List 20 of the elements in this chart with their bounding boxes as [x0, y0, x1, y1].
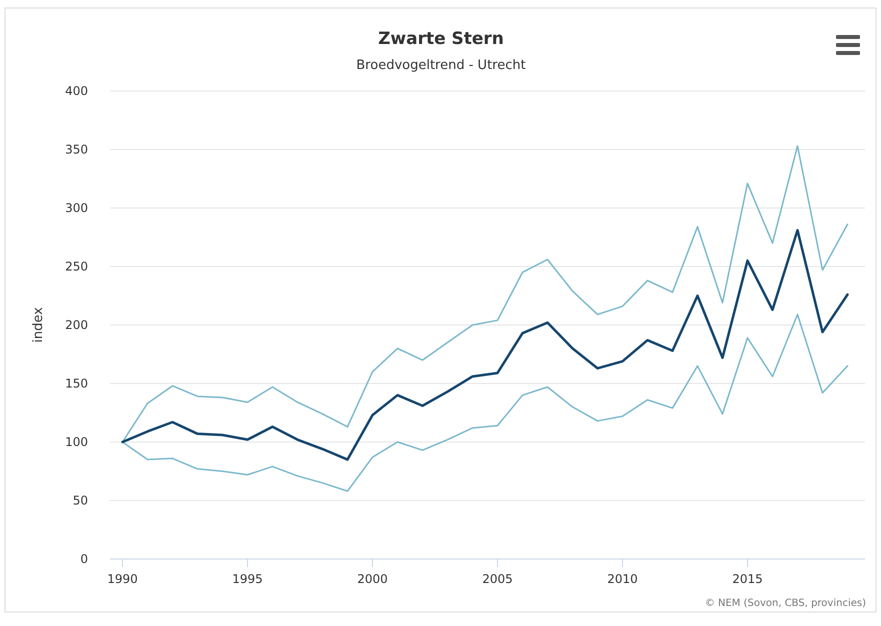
y-tick-label: 150: [65, 376, 88, 390]
y-tick-label: 400: [65, 84, 88, 98]
chart-title: Zwarte Stern: [378, 29, 504, 49]
y-axis-title: index: [31, 306, 46, 343]
text: © NEM (Sovon, CBS, provincies): [704, 598, 866, 609]
x-tick-label: 1995: [232, 572, 263, 586]
y-tick-label: 100: [65, 435, 88, 449]
y-tick-label: 350: [65, 142, 88, 156]
y-tick-label: 250: [65, 260, 88, 274]
y-tick-label: 0: [80, 552, 88, 566]
x-tick-label: 2015: [732, 572, 763, 586]
x-tick-label: 2010: [607, 572, 638, 586]
y-tick-label: 50: [72, 494, 88, 508]
y-tick-label: 300: [65, 201, 88, 215]
y-tick-label: 200: [65, 318, 88, 332]
line-series: [121, 228, 849, 461]
x-tick-label: 2000: [357, 572, 388, 586]
x-tick-label: 1990: [107, 572, 138, 586]
chart-subtitle: Broedvogeltrend - Utrecht: [356, 58, 526, 73]
x-tick-label: 2005: [482, 572, 513, 586]
